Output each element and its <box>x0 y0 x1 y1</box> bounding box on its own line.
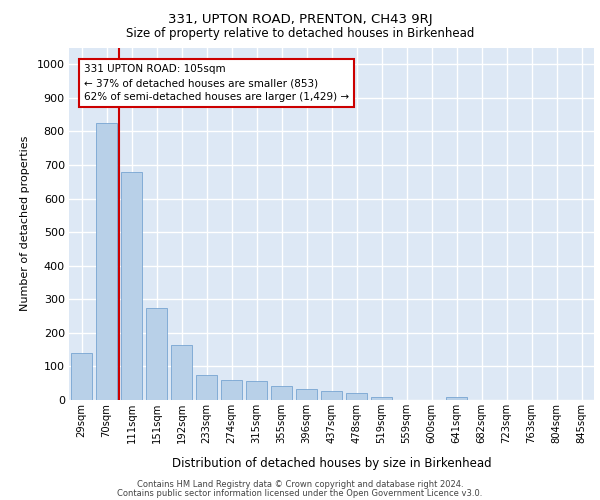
Bar <box>196 375 217 400</box>
Bar <box>296 390 317 400</box>
Bar <box>171 344 192 400</box>
Text: 331 UPTON ROAD: 105sqm
← 37% of detached houses are smaller (853)
62% of semi-de: 331 UPTON ROAD: 105sqm ← 37% of detached… <box>84 64 349 102</box>
X-axis label: Distribution of detached houses by size in Birkenhead: Distribution of detached houses by size … <box>172 457 491 470</box>
Text: Contains HM Land Registry data © Crown copyright and database right 2024.: Contains HM Land Registry data © Crown c… <box>137 480 463 489</box>
Bar <box>321 392 342 400</box>
Y-axis label: Number of detached properties: Number of detached properties <box>20 136 30 312</box>
Bar <box>96 123 117 400</box>
Bar <box>446 396 467 400</box>
Bar <box>121 172 142 400</box>
Text: Size of property relative to detached houses in Birkenhead: Size of property relative to detached ho… <box>126 28 474 40</box>
Bar <box>246 381 267 400</box>
Bar <box>146 308 167 400</box>
Text: Contains public sector information licensed under the Open Government Licence v3: Contains public sector information licen… <box>118 488 482 498</box>
Bar <box>221 380 242 400</box>
Bar <box>346 394 367 400</box>
Bar <box>71 353 92 400</box>
Text: 331, UPTON ROAD, PRENTON, CH43 9RJ: 331, UPTON ROAD, PRENTON, CH43 9RJ <box>167 12 433 26</box>
Bar <box>271 386 292 400</box>
Bar <box>371 396 392 400</box>
